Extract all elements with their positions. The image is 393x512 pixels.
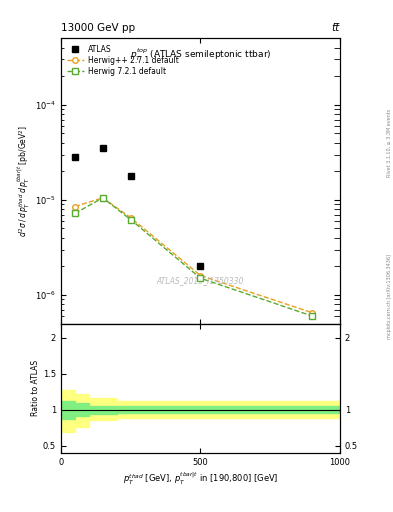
Text: tt̅: tt̅: [332, 23, 340, 33]
Text: Rivet 3.1.10, ≥ 3.3M events: Rivet 3.1.10, ≥ 3.3M events: [387, 109, 392, 178]
Text: mcplots.cern.ch [arXiv:1306.3436]: mcplots.cern.ch [arXiv:1306.3436]: [387, 254, 392, 339]
Y-axis label: $d^2\sigma\,/\,d\,p_T^{thad}\,d\,p_T^{tbar|t}$ [pb/GeV$^2$]: $d^2\sigma\,/\,d\,p_T^{thad}\,d\,p_T^{tb…: [16, 125, 32, 237]
Text: ATLAS_2019_I1750330: ATLAS_2019_I1750330: [157, 276, 244, 285]
Text: $p_T^{top}$ (ATLAS semileptonic ttbar): $p_T^{top}$ (ATLAS semileptonic ttbar): [130, 47, 271, 63]
Y-axis label: Ratio to ATLAS: Ratio to ATLAS: [31, 360, 40, 416]
Text: 13000 GeV pp: 13000 GeV pp: [61, 23, 135, 33]
X-axis label: $p_T^{thad}$ [GeV], $p_T^{tbar|t}$ in [190,800] [GeV]: $p_T^{thad}$ [GeV], $p_T^{tbar|t}$ in [1…: [123, 471, 278, 487]
Legend: ATLAS, Herwig++ 2.7.1 default, Herwig 7.2.1 default: ATLAS, Herwig++ 2.7.1 default, Herwig 7.…: [65, 42, 181, 78]
